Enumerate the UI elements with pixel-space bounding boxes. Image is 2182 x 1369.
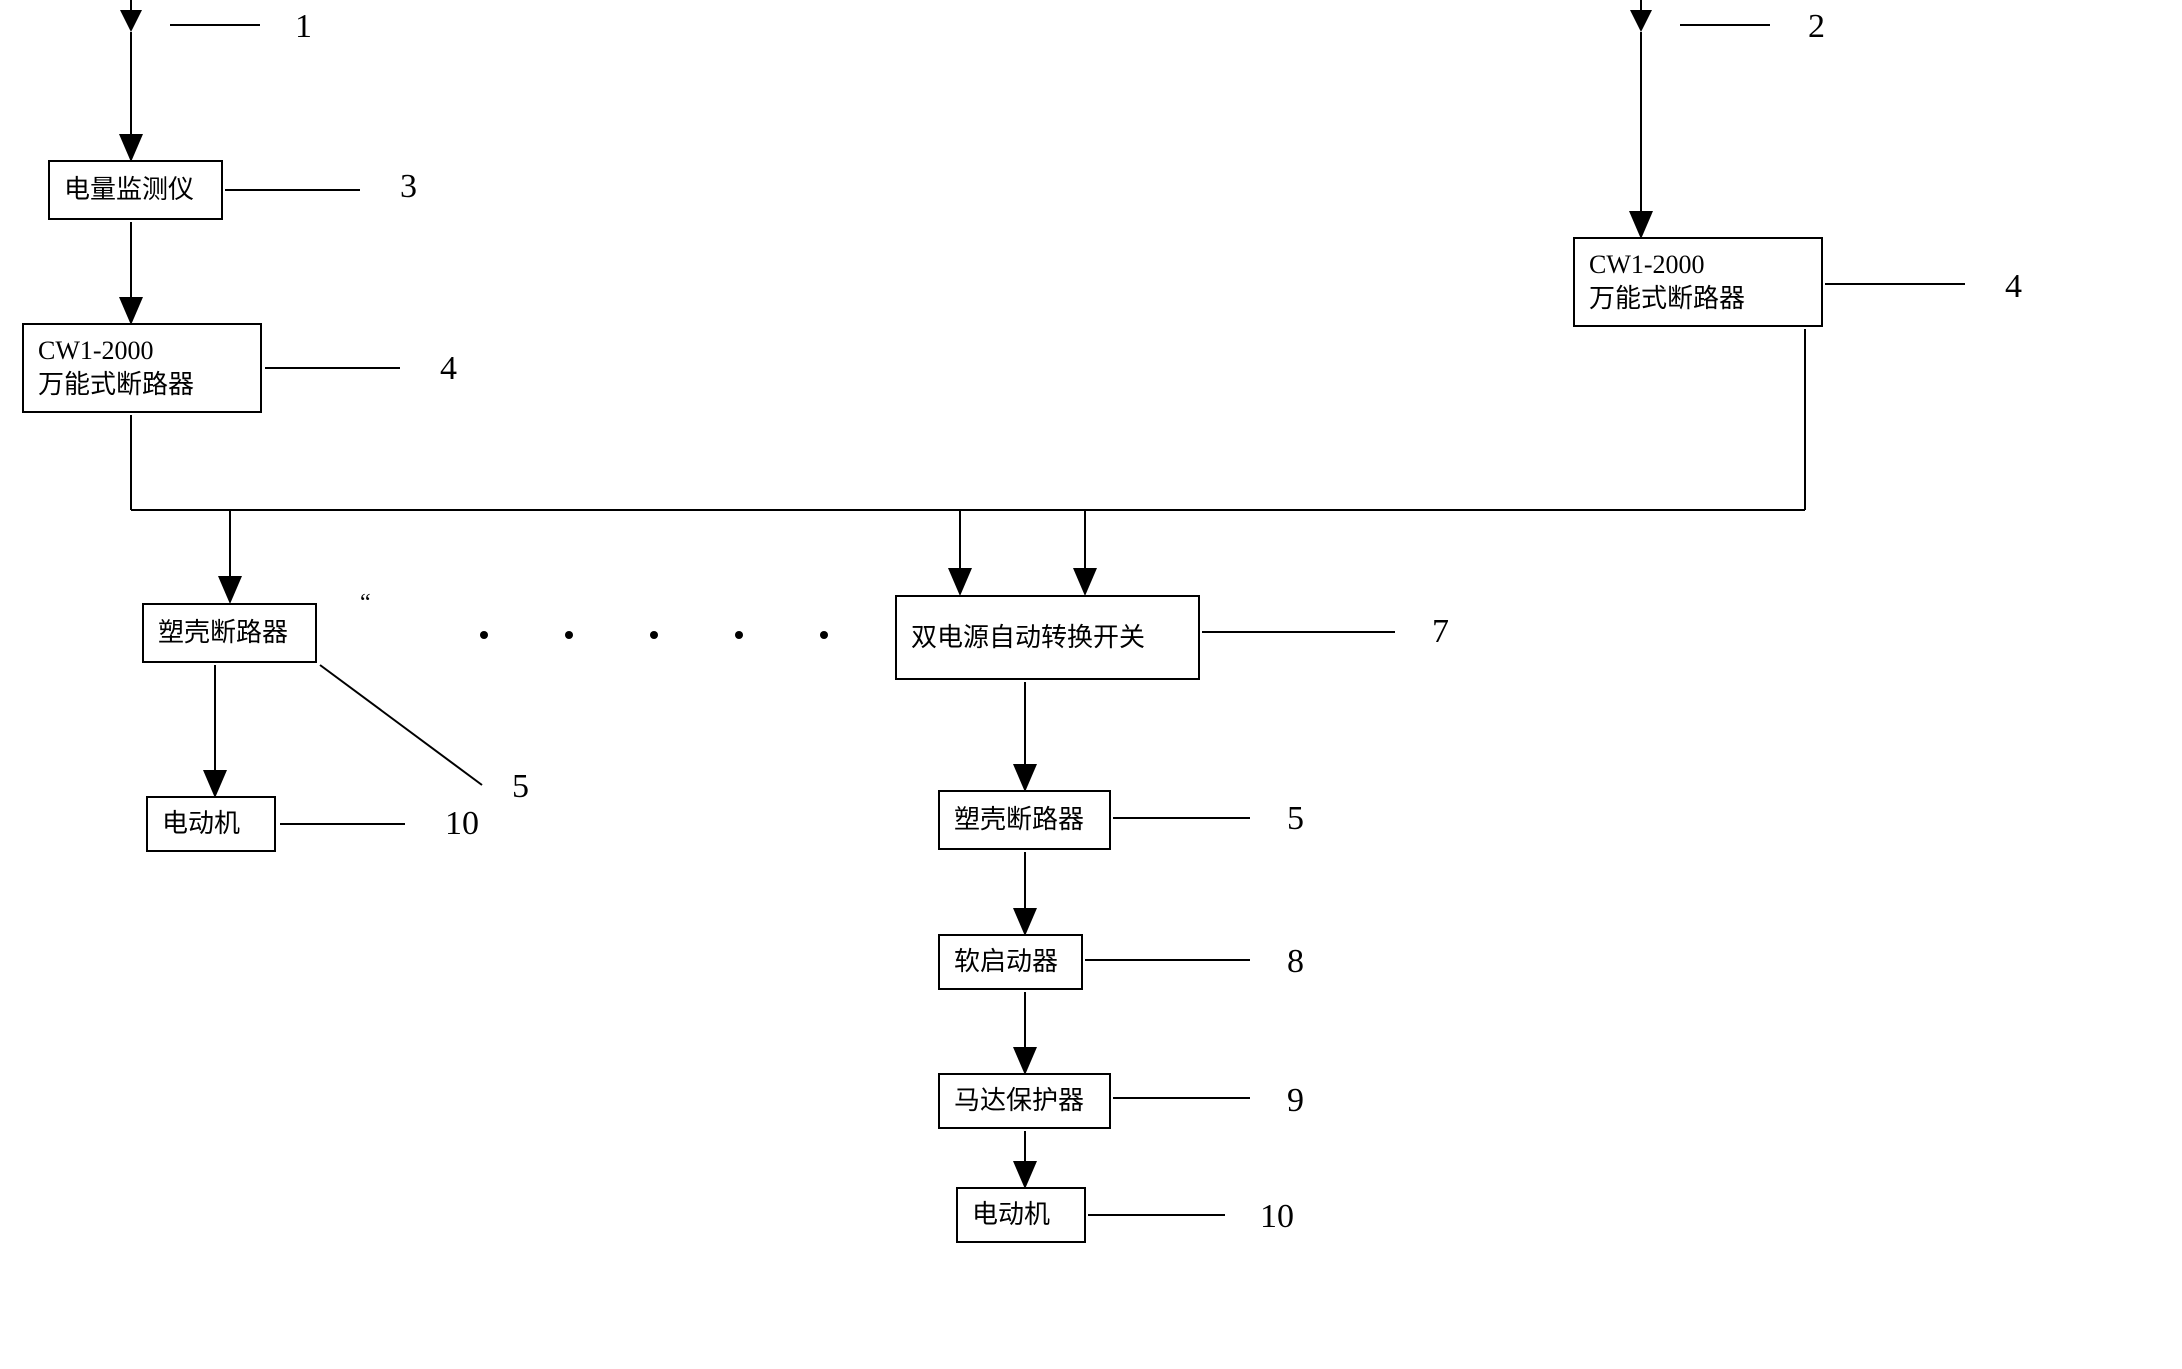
flowchart-node-n5R: 塑壳断路器: [938, 790, 1111, 850]
flowchart-node-n4L: CW1-2000 万能式断路器: [22, 323, 262, 413]
ref-label-8: 8: [1287, 943, 1304, 981]
ref-label-4: 4: [2005, 268, 2022, 306]
ellipsis-dot: [565, 631, 573, 639]
node-text: 双电源自动转换开关: [911, 621, 1145, 655]
node-text: 电动机: [972, 1198, 1050, 1232]
flowchart-node-n5L: 塑壳断路器: [142, 603, 317, 663]
ellipsis-dot: [480, 631, 488, 639]
flowchart-node-n8: 软启动器: [938, 934, 1083, 990]
node-text: CW1-2000 万能式断路器: [1589, 248, 1745, 316]
node-text: 马达保护器: [954, 1084, 1084, 1118]
flowchart-node-n10R: 电动机: [956, 1187, 1086, 1243]
node-text: 软启动器: [954, 945, 1058, 979]
flowchart-node-n3: 电量监测仪: [48, 160, 223, 220]
flowchart-node-n10L: 电动机: [146, 796, 276, 852]
ref-label-9: 9: [1287, 1082, 1304, 1120]
flowchart-node-n4R: CW1-2000 万能式断路器: [1573, 237, 1823, 327]
node-text: 电量监测仪: [64, 173, 194, 207]
ref-label-5: 5: [512, 768, 529, 806]
node-text: 塑壳断路器: [954, 803, 1084, 837]
ellipsis-dot: [820, 631, 828, 639]
node-text: 电动机: [162, 807, 240, 841]
decorative-mark: “: [360, 590, 371, 617]
ref-label-10: 10: [1260, 1198, 1294, 1236]
flowchart-node-n7: 双电源自动转换开关: [895, 595, 1200, 680]
ellipsis-dot: [650, 631, 658, 639]
ref-label-10: 10: [445, 805, 479, 843]
ref-label-4: 4: [440, 350, 457, 388]
node-text: 塑壳断路器: [158, 616, 288, 650]
ref-label-1: 1: [295, 8, 312, 46]
flowchart-node-n9: 马达保护器: [938, 1073, 1111, 1129]
ref-label-7: 7: [1432, 613, 1449, 651]
ref-label-5: 5: [1287, 800, 1304, 838]
node-text: CW1-2000 万能式断路器: [38, 334, 194, 402]
ref-label-3: 3: [400, 168, 417, 206]
ellipsis-dot: [735, 631, 743, 639]
ref-label-2: 2: [1808, 8, 1825, 46]
